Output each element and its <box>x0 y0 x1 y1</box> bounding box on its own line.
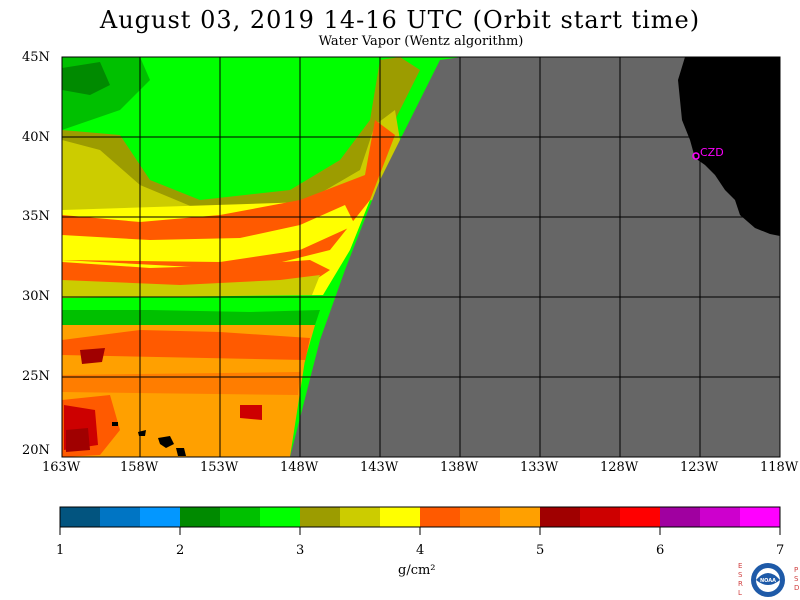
lat-label-45n: 45N <box>22 50 50 65</box>
page-subtitle: Water Vapor (Wentz algorithm) <box>318 34 524 49</box>
colorbar-label-2: 2 <box>176 543 185 558</box>
swath-data <box>62 57 780 457</box>
colorbar-segment <box>700 507 740 527</box>
colorbar-segment <box>100 507 140 527</box>
colorbar-segment <box>220 507 260 527</box>
lat-label-30n: 30N <box>22 289 50 304</box>
lat-label-25n: 25N <box>22 369 50 384</box>
colorbar-segment <box>300 507 340 527</box>
station-marker: CZD <box>692 146 724 160</box>
lon-label-153w: 153W <box>200 460 239 475</box>
lat-label-20n: 20N <box>22 443 50 458</box>
colorbar-segment <box>140 507 180 527</box>
colorbar-label-4: 4 <box>416 543 425 558</box>
colorbar <box>59 506 781 528</box>
colorbar-segment <box>420 507 460 527</box>
colorbar-segment <box>460 507 500 527</box>
colorbar-label-3: 3 <box>296 543 305 558</box>
colorbar-segment <box>620 507 660 527</box>
lon-label-133w: 133W <box>520 460 559 475</box>
colorbar-segment <box>380 507 420 527</box>
logo-letter-s2: S <box>794 575 799 583</box>
colorbar-segment <box>660 507 700 527</box>
colorbar-segment <box>740 507 780 527</box>
logo-letter-s: S <box>738 571 743 579</box>
lon-label-163w: 163W <box>42 460 81 475</box>
noaa-logo: E S R L P S D NOAA <box>738 562 799 597</box>
colorbar-segment <box>500 507 540 527</box>
colorbar-segment <box>180 507 220 527</box>
colorbar-segment <box>340 507 380 527</box>
lon-label-128w: 128W <box>600 460 639 475</box>
lon-label-123w: 123W <box>680 460 719 475</box>
logo-letter-p: P <box>794 566 798 574</box>
colorbar-label-7: 7 <box>776 543 785 558</box>
colorbar-label-1: 1 <box>56 543 65 558</box>
colorbar-segment <box>580 507 620 527</box>
logo-letter-r: R <box>738 580 743 588</box>
colorbar-ticks <box>59 527 781 535</box>
colorbar-label-6: 6 <box>656 543 665 558</box>
lon-label-118w: 118W <box>760 460 799 475</box>
lon-label-143w: 143W <box>360 460 399 475</box>
land-area <box>678 57 780 236</box>
logo-letter-d: D <box>794 584 799 592</box>
page-title: August 03, 2019 14-16 UTC (Orbit start t… <box>99 6 701 34</box>
logo-letter-l: L <box>738 589 742 597</box>
lon-label-148w: 148W <box>280 460 319 475</box>
colorbar-segment <box>60 507 100 527</box>
lat-label-35n: 35N <box>22 209 50 224</box>
colorbar-segment <box>540 507 580 527</box>
lat-label-40n: 40N <box>22 130 50 145</box>
colorbar-segment <box>260 507 300 527</box>
lon-label-138w: 138W <box>440 460 479 475</box>
station-label: CZD <box>700 146 724 159</box>
colorbar-unit: g/cm² <box>398 563 436 578</box>
lon-label-158w: 158W <box>120 460 159 475</box>
map-grid <box>61 56 781 458</box>
logo-letter-e: E <box>738 562 742 570</box>
svg-text:NOAA: NOAA <box>760 578 776 584</box>
colorbar-label-5: 5 <box>536 543 545 558</box>
